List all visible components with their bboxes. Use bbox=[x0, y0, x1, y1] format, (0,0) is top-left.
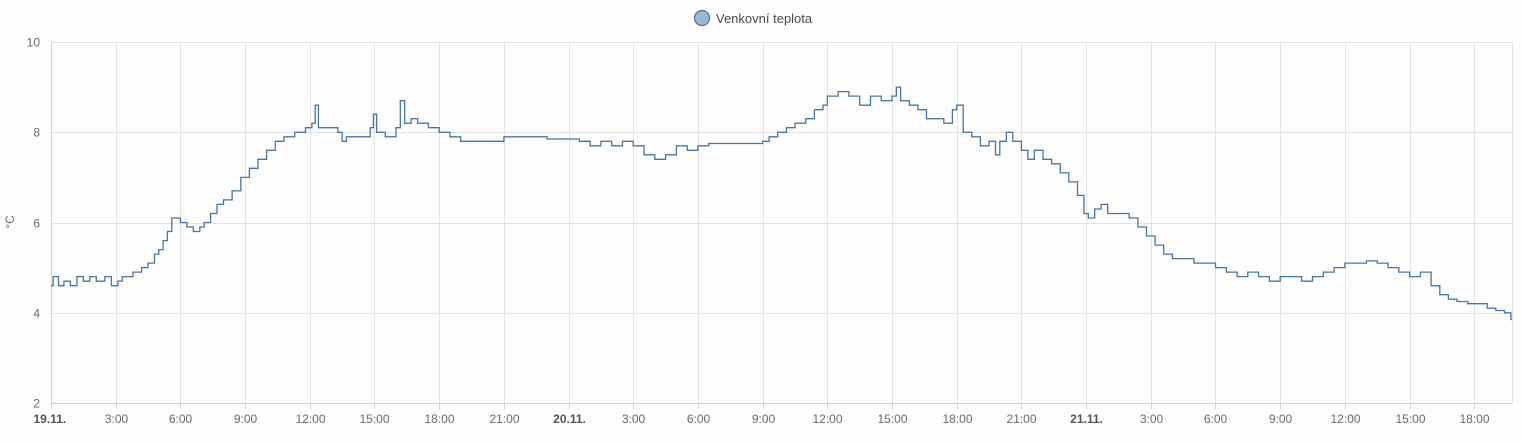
x-tick-label: 21.11. bbox=[1070, 412, 1103, 426]
y-tick-labels: 2 4 6 8 10 bbox=[27, 36, 41, 411]
series-layer bbox=[51, 86, 1512, 321]
y-tick-label: 8 bbox=[33, 126, 40, 140]
axes bbox=[51, 42, 1512, 409]
x-tick-label: 9:00 bbox=[234, 412, 258, 426]
x-tick-label: 12:00 bbox=[1330, 412, 1360, 426]
x-tick-label: 12:00 bbox=[812, 412, 842, 426]
x-tick-label: 18:00 bbox=[424, 412, 454, 426]
x-tick-label: 15:00 bbox=[359, 412, 389, 426]
y-tick-label: 4 bbox=[33, 307, 40, 321]
y-gridlines bbox=[51, 42, 1512, 314]
x-tick-label: 15:00 bbox=[877, 412, 907, 426]
y-tick-label: 6 bbox=[33, 217, 40, 231]
y-tick-label: 10 bbox=[27, 36, 41, 50]
x-gridlines bbox=[116, 42, 1513, 403]
x-tick-label: 21:00 bbox=[1006, 412, 1036, 426]
legend-marker-icon[interactable] bbox=[693, 9, 711, 27]
x-tick-label: 19.11. bbox=[34, 412, 67, 426]
x-tick-label: 6:00 bbox=[1204, 412, 1228, 426]
y-tick-label: 2 bbox=[33, 397, 40, 411]
x-tick-label: 9:00 bbox=[1269, 412, 1293, 426]
x-tick-label: 3:00 bbox=[105, 412, 129, 426]
x-tick-label: 15:00 bbox=[1395, 412, 1425, 426]
x-tick-labels: 19.11. 3:00 6:00 9:00 12:00 15:00 18:00 21:00 20… bbox=[34, 412, 1490, 426]
x-tick-label: 6:00 bbox=[169, 412, 193, 426]
x-tick-label: 3:00 bbox=[622, 412, 646, 426]
legend[interactable]: Venkovní teplota bbox=[693, 9, 813, 27]
x-tick-label: 6:00 bbox=[687, 412, 711, 426]
series-line bbox=[51, 86, 1512, 321]
x-tick-label: 18:00 bbox=[942, 412, 972, 426]
x-tick-label: 3:00 bbox=[1140, 412, 1164, 426]
y-axis-title: °C bbox=[3, 215, 17, 229]
x-tick-label: 12:00 bbox=[295, 412, 325, 426]
x-tick-label: 20.11. bbox=[553, 412, 586, 426]
x-tick-label: 18:00 bbox=[1459, 412, 1489, 426]
x-tick-label: 21:00 bbox=[489, 412, 519, 426]
x-tick-label: 9:00 bbox=[752, 412, 776, 426]
legend-label[interactable]: Venkovní teplota bbox=[716, 11, 813, 26]
